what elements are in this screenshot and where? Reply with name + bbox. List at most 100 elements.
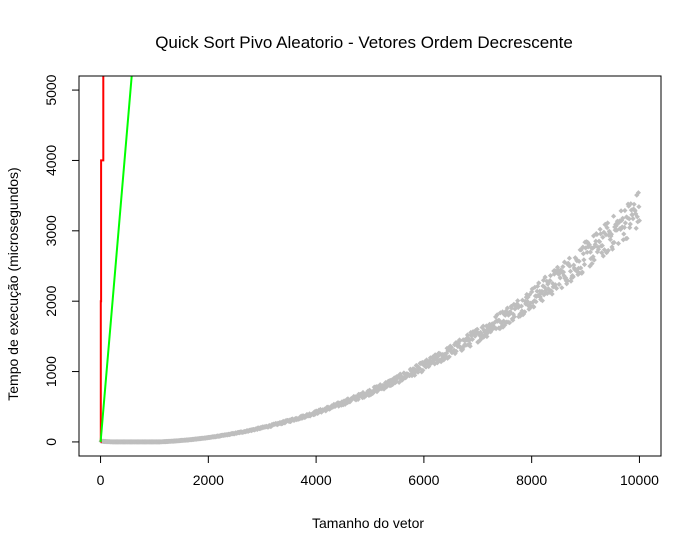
- scatter-point: [438, 359, 444, 365]
- scatter-point: [539, 298, 545, 304]
- scatter-point: [608, 231, 614, 237]
- scatter-point: [541, 292, 547, 298]
- scatter-point: [609, 246, 616, 252]
- scatter-point: [530, 299, 536, 305]
- scatter-point: [432, 361, 438, 367]
- scatter-point: [427, 355, 433, 361]
- scatter-point: [439, 356, 445, 362]
- scatter-point: [561, 259, 568, 265]
- scatter-point: [597, 239, 603, 245]
- scatter-point: [600, 253, 606, 259]
- scatter-point: [550, 284, 556, 290]
- x-tick-label: 10000: [620, 472, 659, 488]
- scatter-point: [590, 245, 596, 251]
- x-tick-label: 0: [97, 472, 105, 488]
- scatter-point: [480, 332, 486, 338]
- scatter-point: [524, 291, 530, 298]
- scatter-point: [635, 190, 641, 196]
- scatter-point: [568, 275, 575, 281]
- scatter-point: [474, 329, 480, 335]
- scatter-point: [510, 317, 516, 323]
- scatter-point: [554, 269, 560, 275]
- scatter-point: [467, 343, 473, 349]
- scatter-point: [605, 247, 611, 254]
- scatter-point: [590, 254, 596, 260]
- scatter-point: [551, 271, 557, 277]
- scatter-point: [517, 313, 523, 319]
- y-tick-label: 1000: [43, 356, 59, 387]
- scatter-point: [625, 201, 631, 207]
- scatter-point: [526, 306, 532, 312]
- scatter-point: [631, 201, 637, 207]
- scatter-point: [555, 267, 561, 273]
- scatter-point: [624, 235, 630, 241]
- scatter-point: [475, 339, 481, 345]
- scatter-point: [614, 227, 620, 233]
- scatter-point: [529, 289, 535, 295]
- scatter-point: [536, 280, 542, 286]
- scatter-point: [591, 257, 597, 263]
- scatter-point: [565, 278, 571, 284]
- scatter-point: [572, 255, 578, 261]
- scatter-point: [563, 275, 569, 281]
- scatter-point: [502, 322, 508, 328]
- scatter-point: [371, 388, 377, 394]
- scatter-point: [591, 233, 597, 239]
- scatter-point: [456, 343, 462, 349]
- scatter-point: [580, 251, 586, 257]
- scatter-point: [636, 218, 642, 224]
- scatter-point: [336, 403, 342, 409]
- scatter-point: [597, 226, 603, 232]
- scatter-point: [557, 270, 563, 276]
- scatter-point: [501, 318, 507, 324]
- scatter-point: [587, 263, 593, 269]
- scatter-point: [451, 347, 457, 353]
- scatter-point: [511, 314, 517, 320]
- scatter-point: [315, 410, 321, 416]
- scatter-point: [607, 230, 613, 236]
- scatter-point: [502, 312, 508, 318]
- scatter-point: [581, 257, 587, 263]
- scatter-point: [528, 300, 534, 306]
- scatter-point: [618, 208, 624, 214]
- scatter-point: [533, 299, 539, 305]
- scatter-point: [477, 337, 483, 343]
- scatter-point: [383, 380, 389, 386]
- scatter-point: [583, 245, 589, 251]
- scatter-point: [531, 304, 537, 310]
- scatter-point: [392, 377, 398, 383]
- scatter-point: [528, 304, 534, 310]
- scatter-point: [593, 238, 599, 244]
- scatter-point: [524, 298, 530, 304]
- scatter-point: [574, 258, 580, 264]
- scatter-point: [359, 392, 365, 398]
- scatter-point: [565, 260, 571, 266]
- scatter-point: [469, 331, 475, 337]
- scatter-point: [472, 333, 478, 339]
- scatter-point: [549, 291, 555, 297]
- scatter-point: [613, 223, 619, 229]
- x-tick-label: 8000: [516, 472, 547, 488]
- scatter-point: [576, 258, 582, 264]
- scatter-point: [538, 296, 544, 303]
- scatter-point: [535, 283, 541, 289]
- scatter-point: [514, 303, 520, 309]
- scatter-point: [549, 288, 555, 294]
- scatter-point: [434, 360, 440, 366]
- scatter-point: [571, 262, 577, 268]
- scatter-point: [622, 220, 628, 226]
- scatter-point: [567, 263, 573, 269]
- scatter-point: [469, 336, 475, 342]
- scatter-point: [621, 224, 627, 231]
- y-tick-label: 4000: [43, 145, 59, 176]
- scatter-point: [482, 332, 488, 338]
- scatter-point: [515, 298, 521, 304]
- scatter-point: [355, 396, 361, 402]
- scatter-point: [633, 225, 639, 231]
- scatter-point: [566, 255, 572, 261]
- x-axis-label: Tamanho do vetor: [312, 515, 424, 531]
- scatter-point: [403, 374, 409, 380]
- scatter-point: [547, 278, 553, 284]
- scatter-point: [627, 221, 633, 227]
- scatter-point: [453, 348, 459, 354]
